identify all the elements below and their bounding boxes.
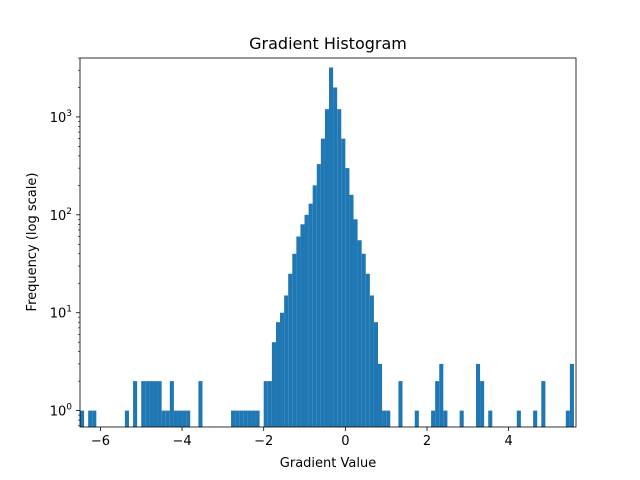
histogram-bar	[80, 410, 85, 427]
histogram-bar	[312, 185, 317, 427]
y-axis-ticks: 100 101 102 103	[50, 57, 80, 427]
histogram-bar	[88, 410, 93, 427]
y-tick-label: 102	[50, 207, 72, 224]
histogram-bar	[133, 381, 138, 427]
x-axis-ticks: −6 −4 −2 0 2 4	[91, 427, 513, 449]
x-tick-label: −4	[172, 434, 191, 449]
histogram-bars	[80, 67, 574, 428]
histogram-bar	[439, 363, 444, 427]
histogram-bar	[280, 312, 285, 427]
y-tick-label: 101	[50, 305, 72, 322]
histogram-bar	[541, 381, 546, 427]
histogram-bar	[341, 138, 346, 427]
histogram-bar	[565, 410, 570, 427]
histogram-bar	[235, 410, 240, 427]
histogram-bar	[337, 109, 342, 428]
plot-frame	[79, 57, 577, 428]
histogram-bar	[186, 410, 191, 427]
histogram-bar	[369, 295, 374, 427]
histogram-bar	[288, 273, 293, 427]
x-tick-label: 4	[505, 434, 513, 449]
histogram-bar	[243, 410, 248, 427]
histogram-bar	[382, 410, 387, 427]
histogram-bar	[292, 253, 297, 427]
histogram-bar	[157, 381, 162, 427]
histogram-bar	[177, 410, 183, 427]
histogram-bar	[533, 410, 538, 427]
histogram-bar	[145, 381, 150, 427]
histogram-bar	[488, 410, 493, 427]
histogram-bar	[316, 164, 321, 427]
histogram-bar	[361, 253, 366, 427]
x-tick-label: 0	[341, 434, 349, 449]
histogram-bar	[263, 381, 268, 427]
histogram-bar	[275, 322, 281, 427]
histogram-bar	[165, 410, 170, 427]
histogram-bar	[475, 363, 481, 427]
chart-title: Gradient Histogram	[249, 34, 407, 53]
y-axis-label: Frequency (log scale)	[25, 173, 40, 312]
y-tick-label: 100	[50, 403, 73, 420]
histogram-bar	[182, 410, 187, 427]
histogram-bar	[398, 381, 403, 427]
histogram-bar	[349, 194, 354, 427]
histogram-bar	[161, 410, 166, 427]
histogram-bar	[333, 87, 338, 427]
x-tick-label: 2	[423, 434, 431, 449]
histogram-bar	[92, 410, 97, 427]
histogram-bar	[271, 342, 276, 427]
histogram-bar	[284, 295, 289, 427]
histogram-bar	[169, 381, 174, 427]
histogram-bar	[255, 410, 260, 427]
histogram-bar	[247, 410, 252, 427]
histogram-bar	[365, 273, 370, 427]
histogram-bar	[414, 410, 419, 427]
histogram-bar	[443, 410, 448, 427]
histogram-bar	[124, 410, 129, 427]
histogram-bar	[198, 381, 203, 427]
histogram-bar	[569, 363, 574, 427]
x-axis-label: Gradient Value	[280, 456, 376, 471]
histogram-bar	[345, 168, 350, 427]
histogram-bar	[251, 410, 256, 427]
histogram-bar	[516, 410, 521, 427]
histogram-bar	[353, 219, 358, 427]
histogram-bar	[296, 236, 301, 427]
histogram-bar	[239, 410, 244, 427]
y-tick-label: 103	[50, 109, 72, 126]
histogram-bar	[386, 410, 391, 427]
histogram-bar	[357, 240, 362, 427]
histogram-bar	[141, 381, 146, 427]
histogram-bar	[378, 363, 383, 427]
histogram-bar	[231, 410, 236, 427]
histogram-bar	[459, 410, 464, 427]
histogram-bar	[435, 381, 440, 427]
histogram-bar	[324, 109, 330, 428]
histogram-bar	[300, 224, 305, 427]
histogram-bar	[149, 381, 154, 427]
histogram-bar	[431, 410, 436, 427]
histogram-bar	[308, 203, 313, 427]
x-tick-label: −2	[254, 434, 273, 449]
histogram-bar	[267, 381, 272, 427]
x-tick-label: −6	[91, 434, 110, 449]
histogram-bar	[480, 381, 485, 427]
histogram-bar	[373, 322, 379, 427]
histogram-bar	[329, 67, 334, 428]
histogram-bar	[153, 381, 158, 427]
histogram-bar	[304, 214, 309, 427]
histogram-bar	[173, 410, 178, 427]
histogram-bar	[320, 138, 325, 427]
